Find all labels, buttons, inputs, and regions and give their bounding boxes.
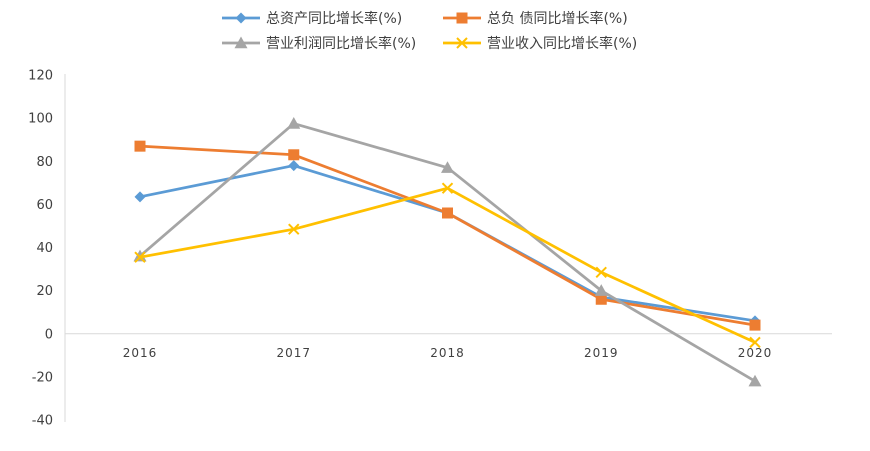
legend-item: 总负 债同比增长率(%) bbox=[443, 10, 628, 27]
y-tick-label: 60 bbox=[36, 198, 53, 213]
x-tick-label: 2017 bbox=[276, 346, 311, 360]
data-point bbox=[133, 249, 147, 262]
series-line bbox=[139, 144, 756, 327]
legend-label: 总负 债同比增长率(%) bbox=[487, 10, 628, 27]
legend-label: 总资产同比增长率(%) bbox=[266, 10, 402, 27]
y-tick-label: 40 bbox=[36, 241, 53, 256]
x-tick-label: 2020 bbox=[738, 346, 773, 360]
data-point bbox=[748, 374, 762, 387]
legend-label: 营业利润同比增长率(%) bbox=[266, 35, 416, 52]
data-point bbox=[595, 293, 607, 305]
legend-label: 营业收入同比增长率(%) bbox=[487, 35, 637, 52]
y-tick-label: -40 bbox=[32, 414, 53, 429]
y-tick-label: 100 bbox=[28, 112, 53, 127]
data-point bbox=[287, 117, 301, 129]
y-tick-label: 80 bbox=[36, 155, 53, 170]
data-point bbox=[288, 149, 300, 161]
data-point bbox=[594, 284, 608, 296]
series-3 bbox=[133, 117, 762, 387]
data-point bbox=[134, 251, 146, 263]
legend-item: 营业利润同比增长率(%) bbox=[222, 35, 416, 52]
legend-marker bbox=[234, 36, 248, 49]
x-tick-label: 2018 bbox=[430, 346, 465, 360]
legend-marker bbox=[456, 12, 468, 24]
data-point bbox=[288, 223, 300, 235]
data-point bbox=[441, 182, 454, 194]
data-point bbox=[134, 140, 146, 152]
data-point bbox=[442, 207, 453, 219]
chart-legend: 总资产同比增长率(%) 总负 债同比增长率(%) 营业利润同比增长率(%) 营业收入同… bbox=[222, 10, 637, 52]
legend-item: 营业收入同比增长率(%) bbox=[443, 35, 637, 52]
data-point bbox=[288, 160, 300, 172]
legend-marker bbox=[235, 12, 247, 24]
legend-item: 总资产同比增长率(%) bbox=[222, 10, 402, 27]
y-tick-label: -20 bbox=[32, 370, 53, 385]
series-4 bbox=[134, 182, 761, 349]
series-layer bbox=[133, 117, 762, 387]
data-point bbox=[749, 336, 761, 349]
y-tick-label: 0 bbox=[45, 327, 53, 342]
x-tick-label: 2019 bbox=[584, 346, 619, 360]
data-point bbox=[441, 161, 454, 173]
y-tick-label: 120 bbox=[28, 69, 53, 84]
legend-marker bbox=[456, 37, 468, 49]
data-point bbox=[749, 319, 761, 331]
data-point bbox=[134, 191, 146, 203]
data-point bbox=[595, 266, 607, 279]
y-axis: 120 100 80 60 40 20 0 -20 -40 bbox=[28, 69, 66, 429]
series-2 bbox=[134, 140, 761, 331]
x-axis: 2016 2017 2018 2019 2020 bbox=[65, 333, 832, 360]
y-tick-label: 20 bbox=[36, 284, 53, 299]
x-tick-label: 2016 bbox=[123, 346, 158, 360]
